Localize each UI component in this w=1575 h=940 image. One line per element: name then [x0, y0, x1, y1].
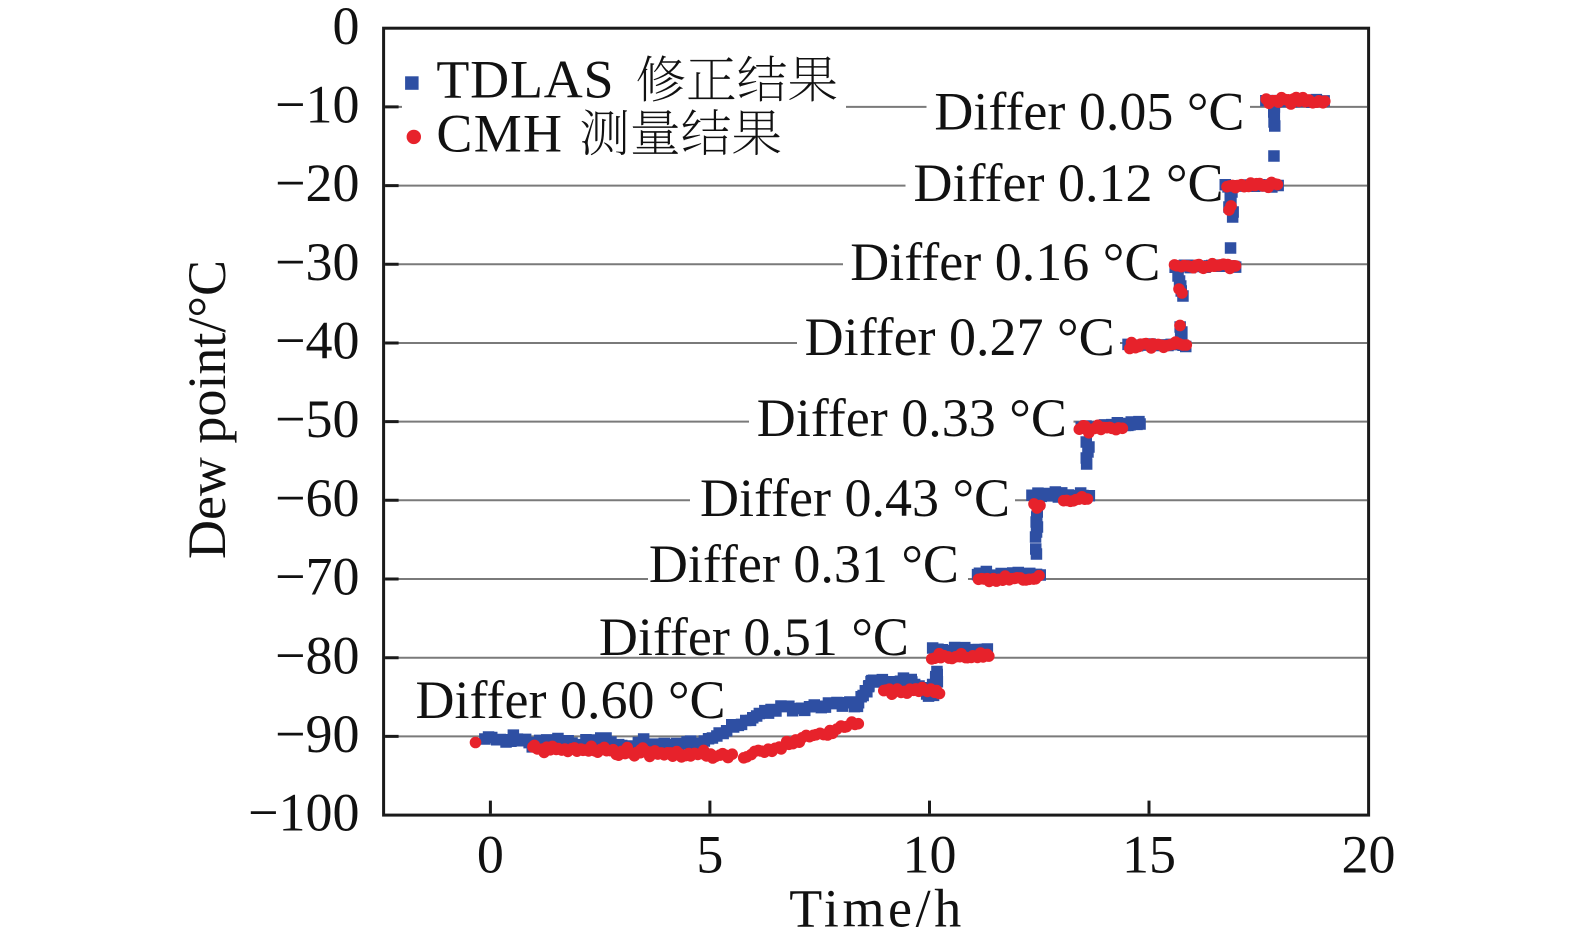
svg-text:Differ 0.16 °C: Differ 0.16 °C — [850, 232, 1160, 292]
svg-text:−60: −60 — [275, 468, 359, 528]
svg-text:−70: −70 — [275, 547, 359, 607]
svg-text:5: 5 — [696, 825, 723, 885]
svg-text:−50: −50 — [275, 389, 359, 449]
svg-text:Differ 0.12 °C: Differ 0.12 °C — [914, 153, 1224, 213]
svg-text:−30: −30 — [275, 232, 359, 292]
svg-text:Dew point/°C: Dew point/°C — [177, 260, 237, 559]
svg-text:Time/h: Time/h — [789, 878, 961, 938]
svg-text:−20: −20 — [275, 153, 359, 213]
svg-text:−100: −100 — [248, 783, 359, 843]
svg-text:Differ 0.05 °C: Differ 0.05 °C — [934, 81, 1244, 141]
svg-text:0: 0 — [477, 825, 504, 885]
svg-text:−90: −90 — [275, 704, 359, 764]
svg-text:20: 20 — [1342, 825, 1396, 885]
svg-text:0: 0 — [333, 0, 360, 56]
svg-text:CMH: CMH — [436, 103, 563, 163]
svg-text:−80: −80 — [275, 625, 359, 685]
svg-text:TDLAS: TDLAS — [436, 50, 614, 110]
svg-text:Differ 0.43 °C: Differ 0.43 °C — [700, 468, 1010, 528]
svg-text:−10: −10 — [275, 75, 359, 135]
svg-text:−40: −40 — [275, 311, 359, 371]
svg-text:Differ 0.60 °C: Differ 0.60 °C — [416, 670, 726, 730]
svg-text:Differ 0.51 °C: Differ 0.51 °C — [599, 607, 909, 667]
svg-text:15: 15 — [1122, 825, 1176, 885]
svg-text:10: 10 — [903, 825, 957, 885]
svg-text:Differ 0.33 °C: Differ 0.33 °C — [757, 388, 1067, 448]
svg-text:Differ 0.27 °C: Differ 0.27 °C — [805, 307, 1115, 367]
svg-text:Differ 0.31 °C: Differ 0.31 °C — [649, 534, 959, 594]
